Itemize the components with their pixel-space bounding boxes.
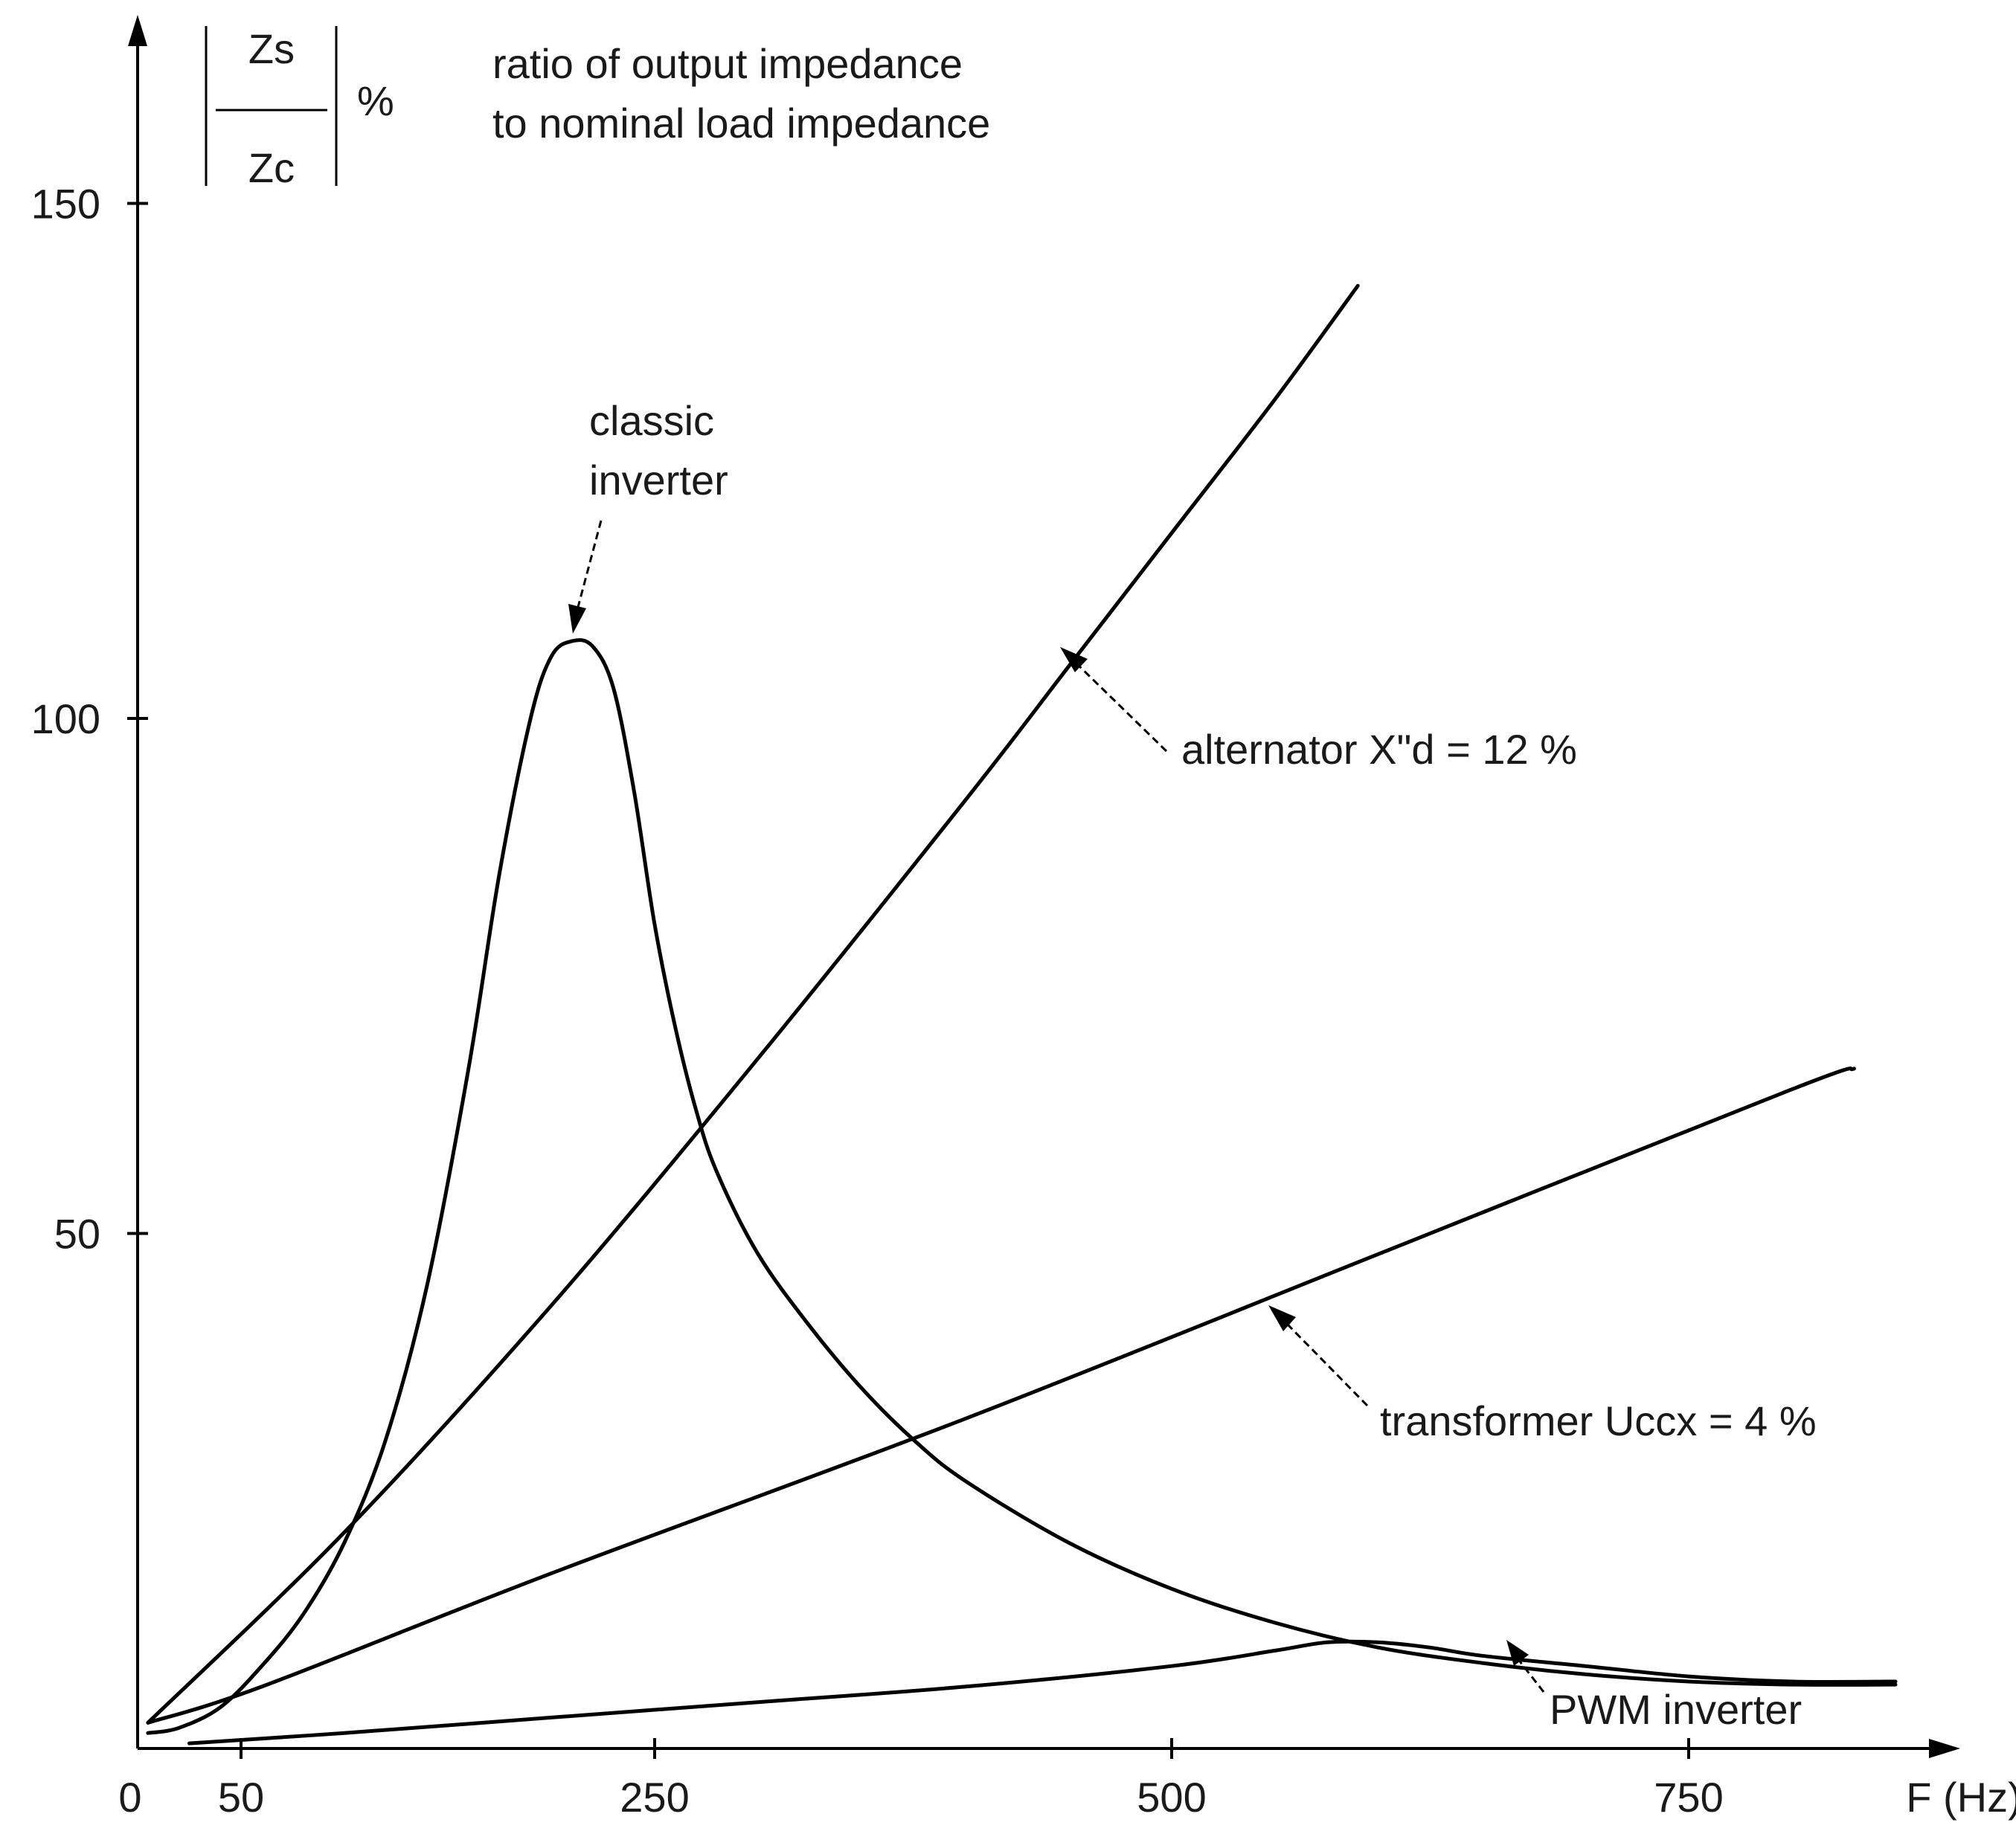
classic-inverter-label-line2: inverter: [589, 457, 728, 503]
y-tick-label-50: 50: [54, 1211, 100, 1258]
x-tick-label-50: 50: [218, 1774, 264, 1821]
x-axis-arrow-icon: [1929, 1739, 1960, 1758]
pwm-inverter-label: PWM inverter: [1550, 1686, 1802, 1733]
pwm-inverter-curve: [187, 1639, 1898, 1745]
pwm-inverter-arrow-icon: [1506, 1640, 1529, 1666]
x-tick-label-500: 500: [1137, 1774, 1206, 1821]
y-tick-label-100: 100: [31, 695, 100, 742]
alternator-line: [146, 283, 1360, 1725]
transformer-label: transformer Uccx = 4 %: [1380, 1397, 1817, 1444]
ylabel-unit: %: [357, 77, 394, 124]
classic-inverter-pointer: [576, 520, 603, 611]
transformer-arrow-icon: [1268, 1305, 1296, 1331]
pwm-inverter-pointer: [1516, 1658, 1545, 1693]
alternator-pointer: [1077, 664, 1168, 753]
annotations: classic inverter alternator X"d = 12 % t…: [568, 397, 1817, 1733]
ylabel-description-line1: ratio of output impedance: [492, 40, 963, 87]
alternator-label: alternator X"d = 12 %: [1181, 726, 1577, 773]
ylabel-numerator: Zs: [248, 25, 295, 72]
x-tick-label-750: 750: [1654, 1774, 1723, 1821]
y-tick-label-150: 150: [31, 181, 100, 228]
ylabel-denominator: Zc: [248, 144, 295, 191]
transformer-pointer: [1285, 1322, 1369, 1407]
y-axis-arrow-icon: [128, 15, 147, 46]
x-tick-label-0: 0: [118, 1774, 141, 1821]
classic-inverter-curve: [146, 638, 1898, 1735]
series-group: [146, 283, 1898, 1745]
axis-ticks: 0 50 250 500 750 50 100 150: [31, 181, 1724, 1821]
alternator-arrow-icon: [1060, 647, 1088, 672]
x-axis-label: F (Hz): [1906, 1774, 2016, 1821]
ylabel-description-line2: to nominal load impedance: [492, 100, 990, 147]
x-tick-label-250: 250: [620, 1774, 689, 1821]
axes: [128, 15, 1960, 1758]
classic-inverter-arrow-icon: [568, 604, 586, 634]
y-axis-label: Zs Zc % ratio of output impedance to nom…: [205, 25, 990, 191]
transformer-line: [146, 1066, 1856, 1725]
classic-inverter-label-line1: classic: [589, 397, 714, 444]
